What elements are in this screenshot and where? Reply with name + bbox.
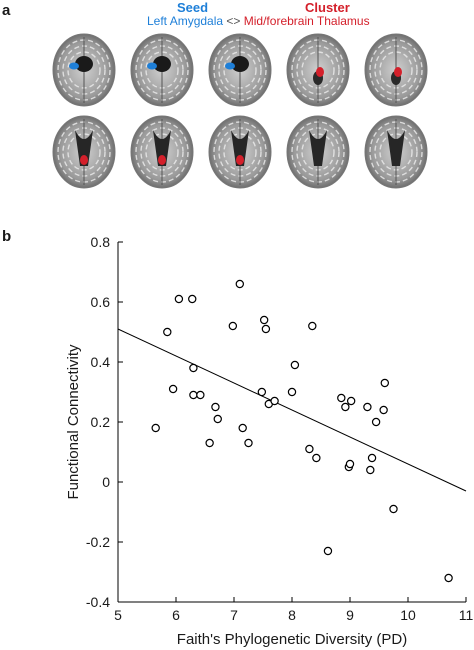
y-tick-label: 0.8 bbox=[91, 234, 111, 250]
brain-slice bbox=[130, 33, 194, 107]
regression-line bbox=[117, 328, 467, 492]
region-subtitle: Left Amygdala <> Mid/forebrain Thalamus bbox=[147, 14, 370, 28]
seed-marker bbox=[69, 62, 79, 70]
x-tick-label: 8 bbox=[288, 607, 296, 623]
panel-a-label: a bbox=[2, 2, 11, 19]
data-point bbox=[290, 360, 300, 370]
y-tick-label: 0 bbox=[102, 474, 110, 490]
data-point bbox=[238, 423, 247, 433]
data-point bbox=[228, 321, 238, 331]
data-point bbox=[163, 327, 172, 337]
brain-slice bbox=[52, 33, 116, 107]
data-point bbox=[261, 324, 271, 334]
y-tick-label: 0.2 bbox=[91, 414, 111, 430]
brain-slice bbox=[130, 115, 194, 189]
cluster-region-label: Mid/forebrain Thalamus bbox=[243, 14, 370, 28]
brain-slice bbox=[364, 115, 428, 189]
seed-title: Seed bbox=[177, 0, 209, 15]
data-point bbox=[270, 396, 279, 406]
cluster-marker bbox=[80, 155, 88, 165]
data-point bbox=[305, 444, 314, 454]
data-point bbox=[379, 405, 388, 415]
x-tick-label: 10 bbox=[400, 607, 416, 623]
data-point bbox=[174, 294, 184, 304]
y-axis-label: Functional Connectivity bbox=[65, 344, 82, 500]
data-point bbox=[308, 321, 317, 331]
y-tick-label: -0.2 bbox=[86, 534, 110, 550]
data-point bbox=[196, 390, 205, 400]
seed-marker bbox=[225, 62, 235, 70]
data-point bbox=[389, 504, 398, 514]
data-point bbox=[189, 363, 198, 373]
data-point bbox=[312, 453, 321, 463]
data-point bbox=[444, 573, 453, 583]
data-point bbox=[363, 402, 372, 412]
data-point bbox=[211, 402, 220, 412]
cluster-marker bbox=[394, 67, 402, 77]
brain-slice bbox=[208, 115, 272, 189]
data-point bbox=[188, 294, 197, 304]
data-point bbox=[345, 459, 355, 469]
scatter-chart: 5 6 7 8 9 10 11 -0.4 -0.2 0 0.2 0.4 0.6 0.8 Faith's Ph… bbox=[65, 234, 474, 648]
brain-slice bbox=[364, 33, 428, 107]
seed-region-label: Left Amygdala bbox=[147, 14, 224, 28]
x-tick-label: 9 bbox=[346, 607, 354, 623]
data-point bbox=[189, 390, 198, 400]
data-point bbox=[257, 387, 267, 397]
brain-slice bbox=[208, 33, 272, 107]
data-point bbox=[323, 546, 333, 556]
data-point bbox=[168, 384, 178, 394]
panel-b-label: b bbox=[2, 228, 12, 245]
brain-slice-grid bbox=[52, 33, 428, 189]
data-point bbox=[205, 438, 214, 448]
data-point bbox=[371, 417, 381, 427]
data-point bbox=[367, 453, 377, 463]
x-tick-label: 5 bbox=[114, 607, 122, 623]
region-separator: <> bbox=[226, 14, 241, 28]
data-point bbox=[244, 438, 253, 448]
data-point bbox=[287, 387, 297, 397]
x-axis-label: Faith's Phylogenetic Diversity (PD) bbox=[177, 631, 407, 648]
data-point bbox=[259, 315, 269, 325]
x-tick-label: 11 bbox=[459, 607, 474, 623]
seed-marker bbox=[147, 62, 157, 70]
data-point bbox=[341, 402, 350, 412]
cluster-marker bbox=[158, 155, 166, 165]
data-point bbox=[235, 279, 244, 289]
brain-slice bbox=[286, 115, 350, 189]
cluster-marker bbox=[316, 67, 324, 77]
data-point bbox=[366, 465, 375, 475]
data-point bbox=[346, 396, 356, 406]
data-point bbox=[213, 414, 222, 424]
x-tick-label: 7 bbox=[230, 607, 238, 623]
data-point bbox=[337, 393, 346, 403]
brain-slice bbox=[52, 115, 116, 189]
data-point bbox=[151, 423, 160, 433]
y-tick-label: -0.4 bbox=[86, 594, 110, 610]
y-tick-label: 0.6 bbox=[91, 294, 111, 310]
data-point bbox=[380, 378, 389, 388]
x-tick-label: 6 bbox=[172, 607, 180, 623]
cluster-title: Cluster bbox=[305, 0, 350, 15]
cluster-marker bbox=[236, 155, 244, 165]
y-tick-label: 0.4 bbox=[91, 354, 111, 370]
brain-slice bbox=[286, 33, 350, 107]
